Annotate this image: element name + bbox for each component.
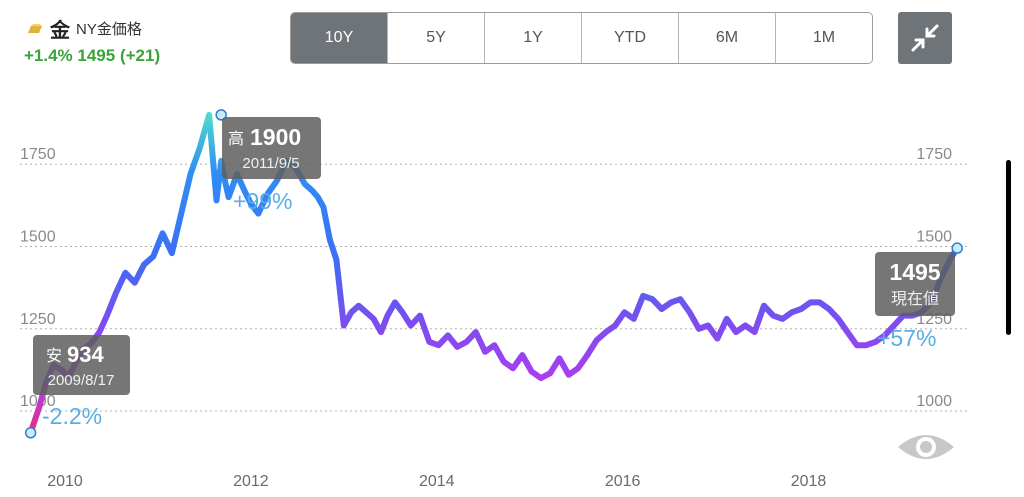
high-percent: +99% [233,188,292,214]
y-tick-label-left: 1750 [20,146,56,163]
y-tick-label-left: 1250 [20,311,56,328]
collapse-icon [911,24,939,52]
low-percent: -2.2% [42,403,102,429]
x-tick-label: 2016 [605,473,641,490]
current-value: 1495 [889,259,940,285]
x-tick-label: 2018 [791,473,827,490]
collapse-button[interactable] [898,12,952,64]
gold-bar-icon [28,23,42,33]
asset-kanji: 金 [50,20,70,42]
annotation-marker [215,109,227,121]
tab-1m[interactable]: 1M [775,13,872,63]
current-label: 現在値 [891,290,939,308]
x-tick-label: 2012 [233,473,269,490]
x-tick-label: 2010 [47,473,83,490]
low-callout: 安 934 2009/8/17 -2.2% [33,335,130,429]
high-value: 1900 [250,124,301,150]
low-date: 2009/8/17 [48,372,115,389]
tab-6m[interactable]: 6M [678,13,775,63]
y-tick-label-right: 1750 [916,146,952,163]
annotation-marker [24,427,37,439]
y-tick-label-left: 1500 [20,229,56,246]
low-value: 934 [67,342,104,367]
tab-1y[interactable]: 1Y [484,13,581,63]
scroll-indicator[interactable] [1006,160,1011,335]
tab-5y[interactable]: 5Y [387,13,484,63]
y-tick-label-right: 1000 [916,393,952,410]
annotation-marker [951,242,963,254]
current-callout: 1495 現在値 +57% [875,252,955,351]
asset-header: 金 NY金価格 [26,14,142,43]
price-change: +1.4% 1495 (+21) [24,46,161,65]
asset-name: NY金価格 [76,21,142,38]
series-line [27,111,961,436]
eye-icon[interactable] [895,427,957,467]
tab-ytd[interactable]: YTD [581,13,678,63]
x-tick-label: 2014 [419,473,455,490]
range-tabs: 10Y 5Y 1Y YTD 6M 1M [290,12,873,64]
high-callout: 高 1900 2011/9/5 +99% [222,117,321,214]
high-prefix: 高 [228,130,244,148]
current-percent: +57% [877,325,936,351]
tab-10y[interactable]: 10Y [291,13,387,63]
low-prefix: 安 [46,347,62,365]
high-date: 2011/9/5 [242,155,299,172]
y-tick-label-right: 1500 [916,229,952,246]
